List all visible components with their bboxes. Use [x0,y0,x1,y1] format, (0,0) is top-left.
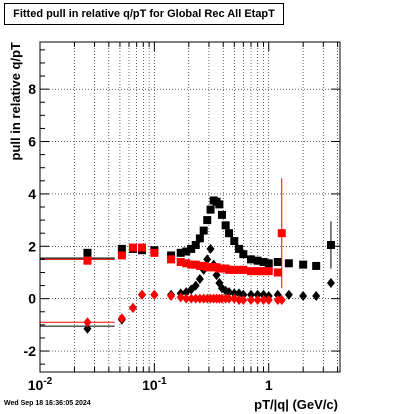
data-point-square [182,259,191,268]
data-point-square [239,250,248,259]
data-point-diamond [312,291,321,302]
data-point-diamond [128,302,137,313]
data-point-square [176,258,185,266]
data-point-diamond [253,289,262,300]
data-point-diamond [150,289,159,300]
data-point-diamond [239,294,248,305]
data-point-diamond [264,294,273,305]
data-point-diamond [225,287,234,298]
data-layer [40,178,335,334]
data-point-diamond [299,291,308,302]
y-tick-label: -2 [24,343,37,359]
data-point-square [273,268,282,277]
x-tick-label: 1 [265,377,273,393]
data-point-square [215,200,224,209]
data-point-diamond [259,289,268,300]
data-point-diamond [239,289,248,300]
data-point-square [312,261,321,270]
x-tick-label: 10-2 [28,376,53,393]
data-point-square [247,255,256,264]
data-point-square [225,265,234,274]
data-point-diamond [284,289,293,300]
data-point-square [150,248,159,257]
data-point-diamond [191,293,200,304]
data-point-diamond [182,293,191,304]
data-point-square [176,248,185,257]
data-point-square [83,256,92,265]
data-point-diamond [326,277,335,288]
data-point-diamond [230,288,239,299]
data-point-square [230,265,239,274]
data-point-square [230,237,239,246]
y-tick-label: 2 [28,238,36,254]
data-point-diamond [206,243,215,254]
data-point-square [191,240,200,249]
chart-title: Fitted pull in relative q/pT for Global … [4,3,284,25]
data-point-square [225,229,234,238]
data-point-square [203,216,212,225]
data-point-square [247,267,256,276]
grid [39,42,340,372]
data-point-square [299,260,308,269]
data-point-diamond [253,294,262,305]
timestamp: Wed Sep 18 16:36:05 2024 [4,400,91,407]
data-point-square [217,210,226,219]
data-point-square [235,265,244,274]
data-point-diamond [176,292,185,303]
y-axis-label: pull in relative q/pT [8,42,23,161]
data-point-square [264,267,273,276]
axes: -2 0 2 4 6 8 10-2 10-1 1 [24,42,340,393]
y-tick-label: 6 [28,134,36,150]
data-point-square [277,229,286,238]
data-point-square [195,234,204,243]
data-point-square [259,258,268,266]
data-point-diamond [273,289,282,300]
data-point-square [221,221,230,230]
data-point-square [259,267,268,276]
data-point-diamond [247,294,256,305]
data-point-square [117,251,126,260]
data-point-square [273,258,282,266]
data-point-square [206,205,215,214]
data-point-diamond [277,294,286,305]
y-tick-label: 4 [28,186,36,202]
data-point-square [167,255,176,264]
data-point-square [253,267,262,276]
x-tick-label: 10-1 [142,376,167,393]
data-point-square [239,265,248,274]
y-tick-label: 0 [28,291,36,307]
data-point-square [182,247,191,256]
data-point-diamond [167,291,176,302]
data-point-square [128,243,137,252]
data-point-diamond [212,270,221,281]
data-point-diamond [138,289,147,300]
data-point-diamond [191,280,200,291]
data-point-diamond [187,293,196,304]
y-tick-label: 8 [28,81,36,97]
data-point-diamond [195,274,204,285]
data-point-square [187,260,196,269]
data-point-diamond [235,294,244,305]
data-point-square [191,260,200,269]
data-point-diamond [247,289,256,300]
data-point-diamond [117,313,126,324]
data-point-square [187,244,196,253]
chart-title-text: Fitted pull in relative q/pT for Global … [13,8,275,20]
data-point-diamond [83,317,92,328]
data-point-square [253,256,262,265]
x-axis-label: pT/|q| (GeV/c) [254,397,338,412]
data-point-diamond [225,293,234,304]
data-point-square [117,244,126,253]
data-point-square [138,243,147,252]
data-point-square [235,244,244,253]
data-point-square [326,240,335,249]
data-point-diamond [259,294,268,305]
data-point-square [284,259,293,268]
data-point-diamond [83,323,92,334]
data-point-square [199,226,208,235]
data-point-square [264,259,273,268]
data-point-square [83,248,92,257]
data-point-diamond [203,254,212,265]
